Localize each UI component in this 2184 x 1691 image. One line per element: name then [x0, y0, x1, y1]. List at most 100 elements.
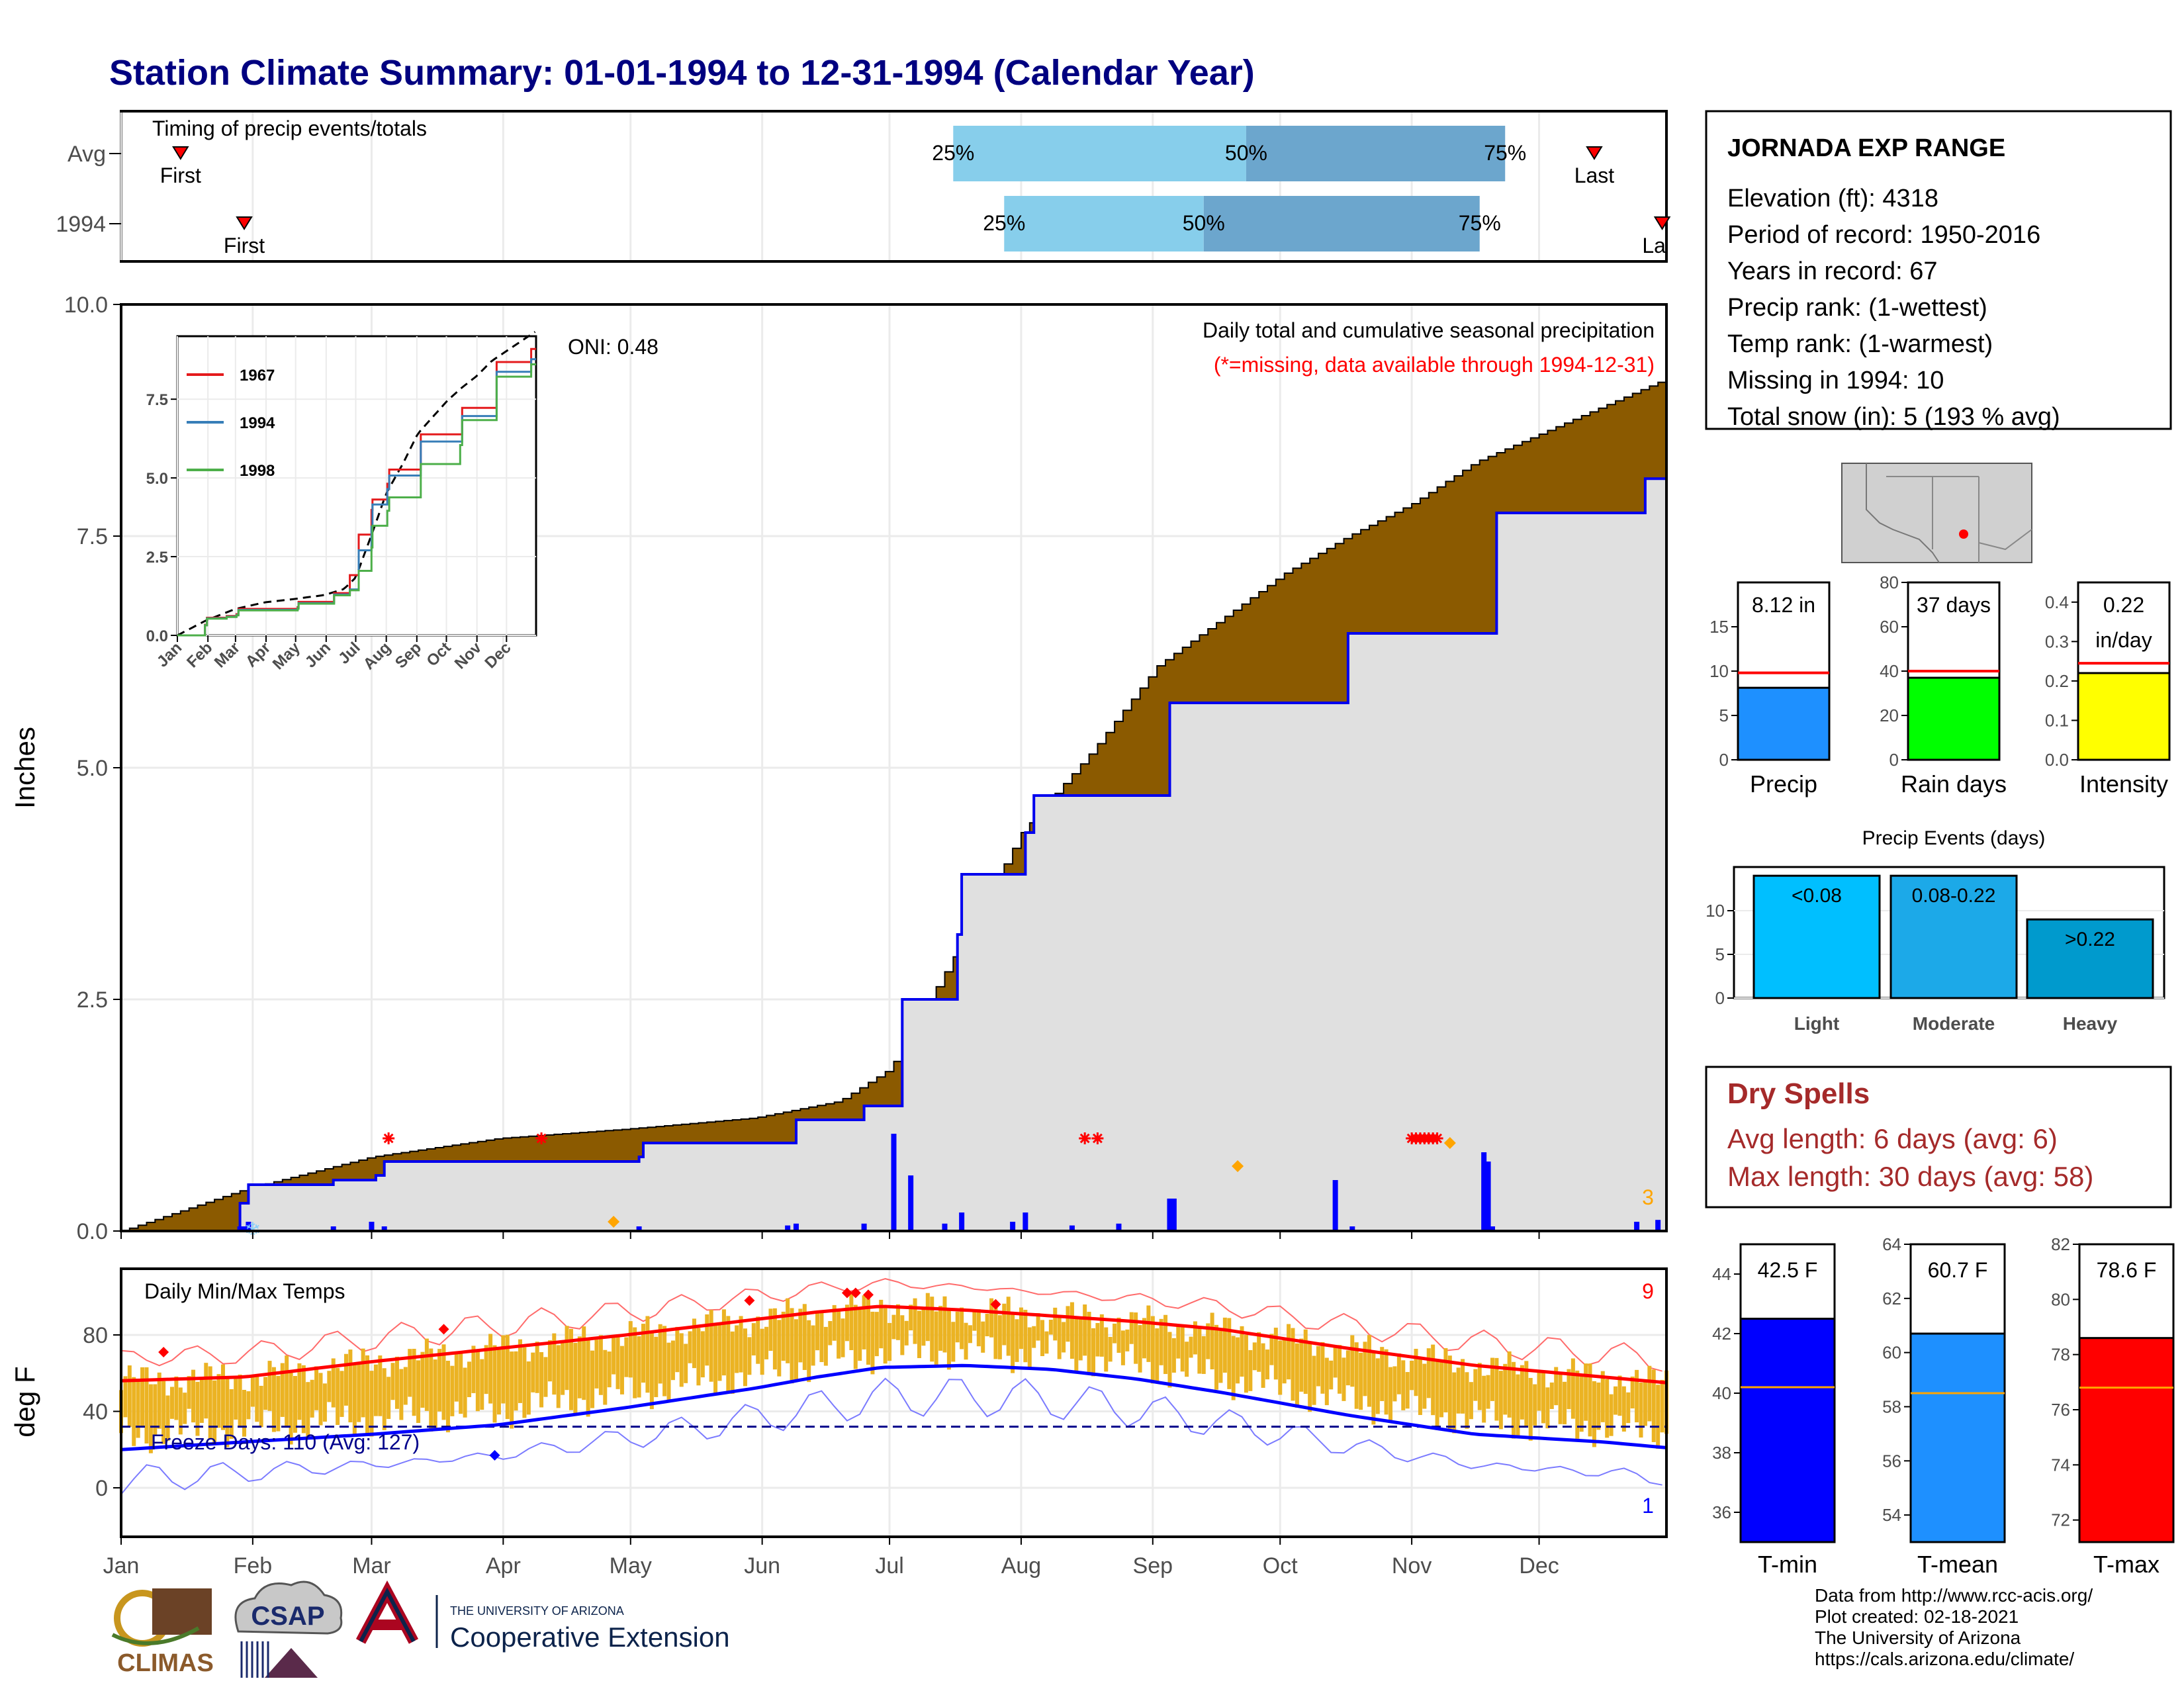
daily-precip-bar — [959, 1212, 965, 1231]
daily-temp-bar — [1380, 1347, 1385, 1401]
daily-temp-bar — [870, 1311, 875, 1375]
daily-temp-bar — [1180, 1326, 1185, 1372]
daily-temp-bar — [1363, 1342, 1367, 1396]
first-marker — [172, 146, 189, 160]
daily-temp-bar — [199, 1379, 204, 1423]
daily-temp-bar — [1338, 1345, 1342, 1394]
station-info: JORNADA EXP RANGE Elevation (ft): 4318 Per… — [1705, 110, 2172, 431]
daily-temp-bar — [1193, 1321, 1197, 1355]
daily-temp-bar — [582, 1326, 586, 1400]
daily-temp-bar — [1422, 1363, 1427, 1409]
precip-ytick-label: 5.0 — [77, 756, 108, 781]
daily-temp-bar — [1273, 1328, 1278, 1380]
daily-temp-bar — [1159, 1318, 1163, 1365]
daily-temp-bar — [1329, 1360, 1334, 1390]
temp-summary-tick: 72 — [2051, 1510, 2070, 1530]
daily-temp-bar — [1600, 1371, 1605, 1422]
daily-temp-bar — [1163, 1314, 1168, 1375]
event-bar — [1752, 874, 1881, 999]
footer: Data from http://www.rcc-acis.org/Plot c… — [111, 1580, 2093, 1678]
missing-marker — [1092, 1133, 1103, 1144]
daily-temp-bar — [505, 1334, 510, 1420]
daily-temp-bar — [972, 1309, 977, 1331]
daily-temp-bar — [1104, 1327, 1109, 1372]
daily-temp-bar — [934, 1311, 938, 1368]
daily-temp-bar — [1359, 1352, 1363, 1410]
ua-a-outline — [359, 1587, 416, 1643]
station-location-dot — [1959, 529, 1968, 539]
daily-temp-bar — [1614, 1386, 1618, 1415]
daily-temp-bar — [981, 1321, 985, 1353]
precip-ytick-label: 7.5 — [77, 524, 108, 549]
daily-temp-bar — [760, 1328, 764, 1375]
daily-temp-bar — [1486, 1375, 1490, 1409]
daily-temp-bar — [1257, 1332, 1261, 1372]
missing-star — [383, 1132, 395, 1144]
daily-temp-bar — [561, 1342, 565, 1395]
daily-temp-bar — [127, 1365, 132, 1428]
precip-ytick-label: 0.0 — [77, 1219, 108, 1244]
daily-temp-bar — [1507, 1351, 1512, 1418]
temp-ytick: 80 — [83, 1323, 108, 1348]
daily-temp-bar — [619, 1346, 624, 1394]
precip-summary-1: 0 20 40 60 80 37 days Rain days — [1880, 572, 2007, 798]
daily-temp-bar — [480, 1359, 484, 1410]
temp-summary-bar — [2078, 1337, 2175, 1543]
daily-temp-bar — [263, 1377, 268, 1410]
daily-temp-bar — [641, 1324, 646, 1383]
daily-temp-bar — [658, 1324, 662, 1384]
daily-temp-bar — [144, 1367, 149, 1444]
daily-temp-bar — [1146, 1305, 1151, 1362]
daily-temp-bar — [1176, 1325, 1181, 1359]
temp-summary-1: 54 56 58 60 62 64 60.7 F T-mean — [1882, 1234, 2006, 1578]
daily-temp-bar — [242, 1389, 247, 1437]
daily-temp-bar — [828, 1321, 833, 1346]
daily-precip-bar — [1655, 1220, 1661, 1231]
csap-logo: CSAP — [234, 1580, 343, 1678]
month-label: Jul — [875, 1553, 903, 1578]
daily-temp-bar — [612, 1335, 616, 1375]
daily-temp-bar — [250, 1375, 255, 1407]
station-line: Temp rank: (1-warmest) — [1727, 330, 1993, 358]
event-category: Heavy — [2063, 1013, 2118, 1034]
daily-temp-bar — [1113, 1323, 1117, 1344]
daily-temp-bar — [1473, 1369, 1478, 1401]
daily-temp-bar — [1048, 1320, 1053, 1335]
daily-temp-bar — [964, 1322, 968, 1360]
daily-temp-bar — [1554, 1367, 1559, 1406]
daily-temp-bar — [1222, 1317, 1227, 1373]
daily-temp-bar — [327, 1371, 332, 1402]
daily-temp-bar — [1660, 1379, 1664, 1433]
temp-summary-bar — [1739, 1318, 1836, 1543]
daily-temp-bar — [862, 1295, 866, 1349]
daily-precip-bar — [1023, 1212, 1028, 1231]
daily-temp-bar — [369, 1371, 374, 1437]
daily-temp-bar — [148, 1384, 153, 1453]
daily-temp-bar — [747, 1337, 752, 1375]
daily-temp-bar — [688, 1331, 692, 1363]
inset-legend-label: 1998 — [240, 462, 275, 480]
daily-temp-bar — [823, 1326, 828, 1366]
precip-ytick-label: 10.0 — [64, 293, 108, 318]
daily-temp-bar — [1053, 1307, 1058, 1341]
daily-temp-bar — [229, 1389, 234, 1439]
daily-temp-bar — [1282, 1339, 1287, 1384]
daily-temp-bar — [1396, 1353, 1401, 1394]
daily-temp-bar — [781, 1311, 786, 1361]
climas-logo: CLIMAS — [111, 1588, 214, 1677]
daily-temp-bar — [1384, 1349, 1388, 1415]
daily-precip-bar — [330, 1226, 336, 1231]
daily-precip-bar — [793, 1223, 799, 1231]
daily-temp-bar — [276, 1375, 281, 1432]
temp-ytick: 0 — [95, 1476, 108, 1501]
temp-ylabel: deg F — [9, 1366, 40, 1437]
daily-precip-bar — [891, 1134, 897, 1231]
daily-temp-bar — [637, 1336, 641, 1398]
temp-summary-label: T-min — [1758, 1551, 1817, 1578]
daily-temp-bar — [378, 1355, 383, 1416]
daily-temp-bar — [960, 1307, 964, 1349]
daily-temp-bar — [807, 1320, 811, 1383]
temp-title: Daily Min/Max Temps — [144, 1279, 345, 1303]
daily-temp-bar — [1087, 1312, 1091, 1375]
daily-temp-bar — [191, 1369, 196, 1423]
